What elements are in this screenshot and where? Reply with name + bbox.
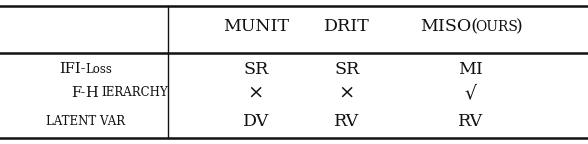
Text: F-: F- — [71, 86, 85, 100]
Text: ×: × — [248, 84, 264, 102]
Text: MUNIT: MUNIT — [223, 18, 289, 35]
Text: SR: SR — [243, 61, 268, 78]
Text: MISO(: MISO( — [420, 18, 479, 35]
Text: MI: MI — [458, 61, 483, 78]
Text: LATENT VAR: LATENT VAR — [46, 115, 125, 128]
Text: Loss: Loss — [85, 63, 112, 76]
Text: H: H — [85, 86, 98, 100]
Text: ×: × — [339, 84, 355, 102]
Text: ): ) — [516, 18, 522, 35]
Text: DV: DV — [243, 113, 269, 130]
Text: SR: SR — [335, 61, 359, 78]
Text: DRIT: DRIT — [324, 18, 370, 35]
Text: IFI-: IFI- — [59, 62, 85, 76]
Text: IERARCHY: IERARCHY — [101, 86, 168, 99]
Text: √: √ — [465, 84, 476, 102]
Text: RV: RV — [335, 113, 359, 130]
Text: RV: RV — [458, 113, 483, 130]
Text: OURS: OURS — [475, 20, 518, 34]
